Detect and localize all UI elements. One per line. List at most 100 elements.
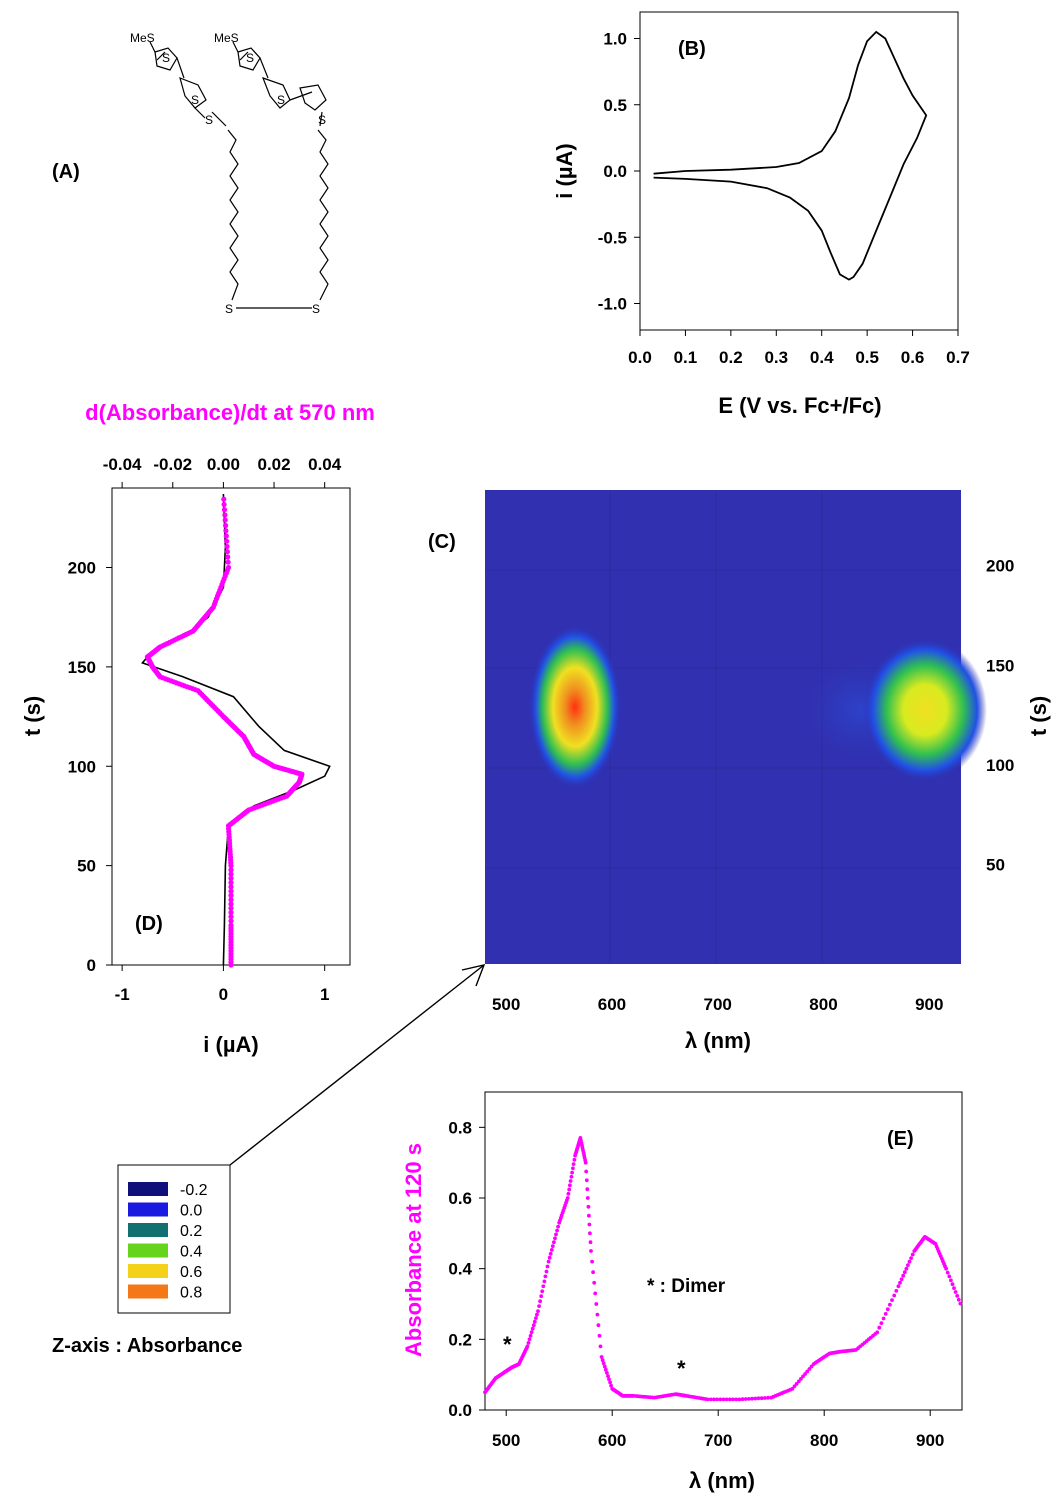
- spectrum-point: [909, 1256, 913, 1260]
- atom-s-link-left: S: [205, 113, 213, 127]
- dabsdt-point: [223, 528, 229, 534]
- spectrum-point: [945, 1270, 950, 1275]
- spectrum-point: [541, 1284, 546, 1289]
- spectrum-point: [543, 1274, 548, 1279]
- spectrum-point: [585, 1187, 590, 1192]
- spectrum-point: [593, 1291, 598, 1296]
- dabsdt-point: [222, 512, 228, 518]
- spectrum-point: [608, 1380, 612, 1385]
- spectrum-point: [750, 1396, 754, 1401]
- spectrum-point: [534, 1316, 538, 1320]
- spectrum-point: [585, 1196, 590, 1200]
- y-tick-label: 0.2: [448, 1330, 472, 1349]
- spectrum-point: [747, 1397, 751, 1401]
- spectrum-point: [953, 1290, 958, 1294]
- spectrum-point: [740, 1397, 745, 1402]
- x-tick-label: 0.2: [719, 348, 743, 367]
- x-tick-label: 0.0: [628, 348, 652, 367]
- spectrum-point: [588, 1231, 592, 1236]
- dabsdt-point: [224, 538, 230, 544]
- x-tick-label: 500: [492, 1431, 520, 1450]
- spectrum-point: [902, 1270, 907, 1275]
- y-tick-label: 100: [986, 756, 1014, 775]
- spectrum-point: [712, 1397, 716, 1402]
- spectrum-point: [594, 1302, 599, 1306]
- cv-curve: [653, 30, 928, 281]
- x-tick-label: 0: [219, 985, 228, 1004]
- atom-s-disulfide-left: S: [225, 302, 233, 316]
- dabsdt-point: [228, 897, 234, 903]
- y-tick-label: 200: [986, 557, 1014, 576]
- spectrum-point: [883, 1312, 888, 1316]
- spectrum-point: [877, 1325, 882, 1330]
- heatmap-chart: 500 600 700 800 900 50 100 150 200 (C) t (s) λ (…: [428, 490, 1051, 1053]
- top-tick-label: 0.00: [207, 455, 240, 474]
- top-tick-label: 0.02: [257, 455, 290, 474]
- plot-frame-e: [484, 1091, 963, 1411]
- dabsdt-point: [228, 905, 234, 911]
- legend-swatch: [128, 1223, 168, 1237]
- spectrum-point: [947, 1274, 952, 1279]
- spectrum-point: [571, 1162, 576, 1166]
- panel-a-label: (A): [52, 161, 80, 183]
- spectrum-point: [890, 1298, 894, 1302]
- legend-swatch: [128, 1243, 168, 1258]
- axis-label-b-x: E (V vs. Fc+/Fc): [718, 393, 881, 418]
- spectrum-point: [595, 1312, 600, 1317]
- spectrum-point: [592, 1280, 597, 1285]
- spectrum-point: [568, 1179, 573, 1183]
- dimer-star-1: *: [503, 1332, 512, 1357]
- spectrum-point: [527, 1337, 532, 1342]
- x-tick-label: 0.3: [764, 348, 788, 367]
- spectrum-point: [603, 1367, 608, 1372]
- spectrum-point: [568, 1183, 572, 1188]
- spectrum-point: [875, 1330, 880, 1335]
- spectrum-point: [540, 1289, 545, 1294]
- panel-b-label: (B): [678, 38, 706, 60]
- spectrum-point: [881, 1316, 886, 1321]
- legend-swatch: [128, 1182, 168, 1196]
- x-tick-label: 0.1: [674, 348, 698, 367]
- spectrum-point: [530, 1326, 535, 1331]
- legend-arrow: [229, 964, 486, 1166]
- axis-label-d-x: i (µA): [203, 1032, 258, 1057]
- spectrum-point: [567, 1187, 572, 1192]
- x-tick-label: 0.4: [810, 348, 834, 367]
- spectrum-point: [805, 1369, 810, 1374]
- dabsdt-point: [228, 867, 234, 873]
- spectrum-point: [799, 1377, 803, 1381]
- spectrum-point: [566, 1191, 571, 1196]
- y-tick-label: 0.6: [448, 1189, 472, 1208]
- y-tick-label: 1.0: [603, 30, 627, 49]
- dabsdt-point: [221, 507, 228, 513]
- spectrum-point: [944, 1266, 948, 1271]
- x-tick-label: 700: [704, 995, 732, 1014]
- atom-mes-left: MeS: [130, 31, 155, 45]
- atom-s-ring2: S: [191, 93, 199, 107]
- dabsdt-point: [221, 496, 227, 502]
- spectrum-point: [899, 1277, 904, 1282]
- atom-s-disulfide-right: S: [312, 302, 320, 316]
- dabsdt-point: [224, 549, 230, 555]
- spectrum-point: [606, 1374, 610, 1378]
- panel-c-label: (C): [428, 531, 456, 553]
- x-tick-label: 800: [810, 1431, 838, 1450]
- spectrum-point: [587, 1222, 592, 1227]
- atom-s-ring4: S: [277, 93, 285, 107]
- heatmap-peak-570: [529, 625, 621, 789]
- dabsdt-point: [228, 914, 234, 920]
- axis-label-c-y: t (s): [1026, 696, 1051, 736]
- spectrum-point: [583, 1160, 588, 1165]
- spectrum-point: [547, 1255, 552, 1260]
- y-tick-label: 0: [87, 956, 96, 975]
- spectrum-point: [553, 1236, 557, 1241]
- spectrum-point: [743, 1397, 748, 1401]
- dabsdt-point: [221, 501, 227, 508]
- dabsdt-point: [222, 517, 228, 523]
- spectrum-point: [910, 1252, 915, 1257]
- spectrum-point: [955, 1294, 960, 1298]
- spectrum-point: [591, 1270, 595, 1275]
- spectrum-point: [807, 1367, 812, 1371]
- spectrum-point: [600, 1358, 605, 1363]
